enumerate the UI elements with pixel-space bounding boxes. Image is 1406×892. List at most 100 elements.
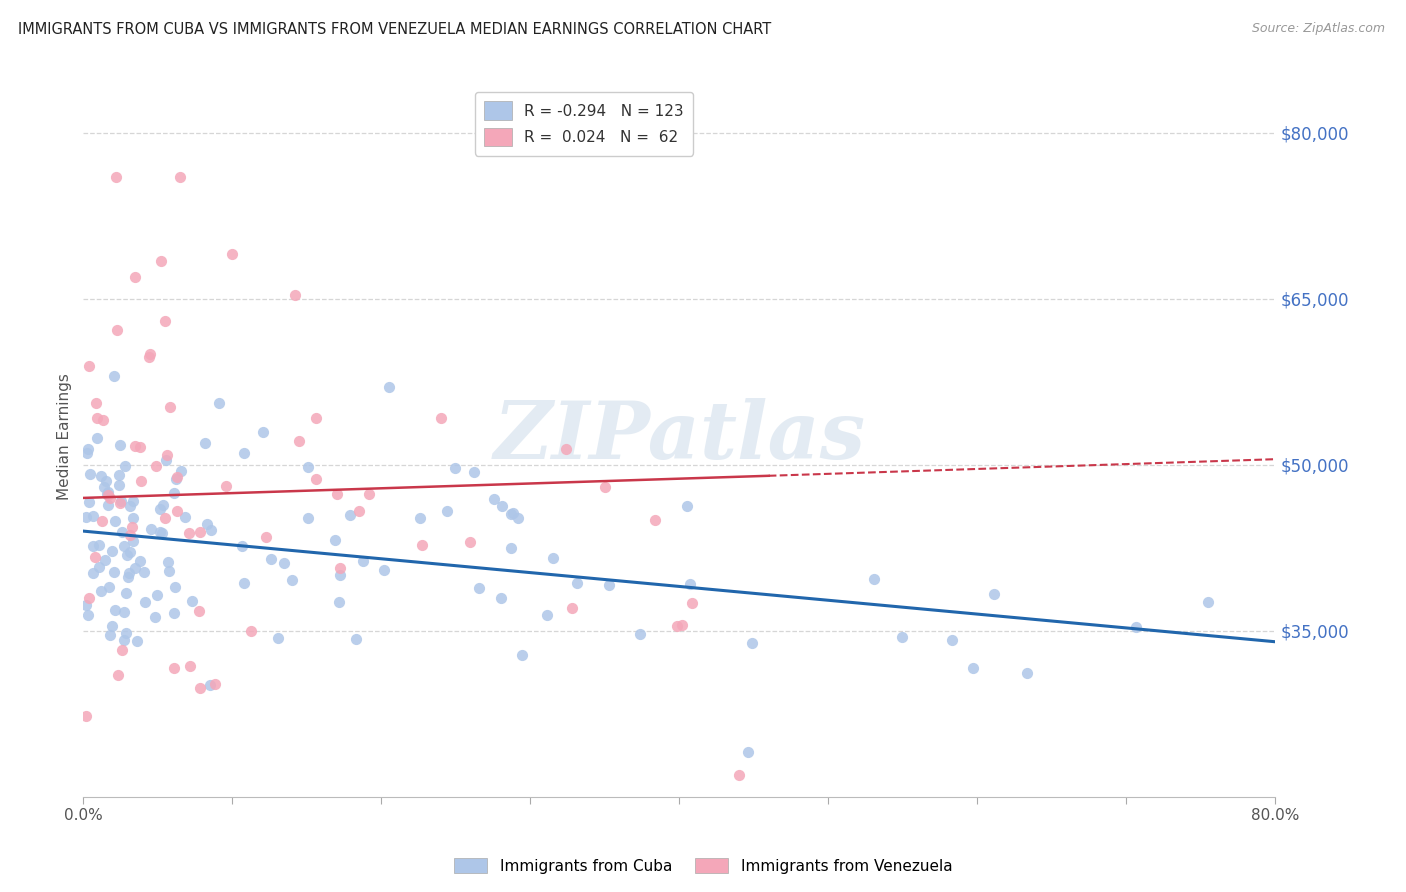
Point	[104, 514, 127, 528]
Point	[890, 630, 912, 644]
Point	[75, 598, 97, 612]
Point	[132, 566, 155, 580]
Point	[152, 498, 174, 512]
Point	[111, 525, 134, 540]
Point	[377, 380, 399, 394]
Point	[598, 578, 620, 592]
Point	[138, 351, 160, 365]
Point	[100, 543, 122, 558]
Y-axis label: Median Earnings: Median Earnings	[58, 374, 72, 500]
Point	[76, 442, 98, 456]
Point	[108, 467, 131, 482]
Legend: Immigrants from Cuba, Immigrants from Venezuela: Immigrants from Cuba, Immigrants from Ve…	[447, 852, 959, 880]
Point	[97, 488, 120, 502]
Point	[76, 446, 98, 460]
Point	[129, 474, 152, 488]
Point	[373, 563, 395, 577]
Point	[155, 511, 177, 525]
Point	[349, 504, 371, 518]
Point	[129, 553, 152, 567]
Point	[200, 523, 222, 537]
Point	[90, 583, 112, 598]
Point	[252, 425, 274, 439]
Point	[77, 607, 100, 622]
Point	[110, 493, 132, 508]
Point	[287, 434, 309, 448]
Point	[671, 617, 693, 632]
Point	[166, 504, 188, 518]
Point	[737, 746, 759, 760]
Point	[112, 539, 135, 553]
Point	[96, 487, 118, 501]
Point	[221, 247, 243, 261]
Point	[628, 626, 651, 640]
Point	[145, 459, 167, 474]
Point	[665, 619, 688, 633]
Point	[124, 439, 146, 453]
Point	[194, 436, 217, 450]
Point	[155, 453, 177, 467]
Point	[536, 607, 558, 622]
Point	[150, 254, 173, 268]
Point	[114, 633, 136, 648]
Point	[117, 570, 139, 584]
Point	[157, 555, 180, 569]
Point	[89, 560, 111, 574]
Point	[561, 601, 583, 615]
Point	[329, 561, 352, 575]
Point	[489, 591, 512, 606]
Point	[108, 477, 131, 491]
Point	[87, 538, 110, 552]
Point	[179, 525, 201, 540]
Point	[983, 587, 1005, 601]
Point	[169, 169, 191, 184]
Point	[75, 708, 97, 723]
Point	[159, 401, 181, 415]
Point	[188, 524, 211, 539]
Point	[1125, 619, 1147, 633]
Point	[328, 595, 350, 609]
Point	[79, 467, 101, 481]
Point	[240, 624, 263, 638]
Point	[139, 522, 162, 536]
Point	[163, 486, 186, 500]
Point	[122, 510, 145, 524]
Point	[681, 596, 703, 610]
Point	[77, 495, 100, 509]
Point	[281, 574, 304, 588]
Point	[143, 609, 166, 624]
Point	[508, 511, 530, 525]
Point	[97, 580, 120, 594]
Point	[181, 594, 204, 608]
Point	[166, 469, 188, 483]
Point	[352, 554, 374, 568]
Point	[77, 591, 100, 606]
Point	[468, 581, 491, 595]
Point	[163, 606, 186, 620]
Point	[297, 460, 319, 475]
Point	[344, 632, 367, 646]
Point	[259, 552, 281, 566]
Point	[91, 413, 114, 427]
Point	[134, 594, 156, 608]
Point	[297, 511, 319, 525]
Point	[304, 411, 326, 425]
Point	[188, 604, 211, 618]
Point	[170, 464, 193, 478]
Point	[359, 487, 381, 501]
Point	[90, 514, 112, 528]
Point	[510, 648, 533, 663]
Point	[679, 577, 702, 591]
Point	[82, 509, 104, 524]
Point	[231, 539, 253, 553]
Point	[98, 491, 121, 505]
Point	[111, 643, 134, 657]
Point	[124, 269, 146, 284]
Point	[82, 566, 104, 580]
Point	[941, 633, 963, 648]
Text: IMMIGRANTS FROM CUBA VS IMMIGRANTS FROM VENEZUELA MEDIAN EARNINGS CORRELATION CH: IMMIGRANTS FROM CUBA VS IMMIGRANTS FROM …	[18, 22, 772, 37]
Point	[458, 535, 481, 549]
Point	[283, 288, 305, 302]
Point	[93, 480, 115, 494]
Point	[84, 396, 107, 410]
